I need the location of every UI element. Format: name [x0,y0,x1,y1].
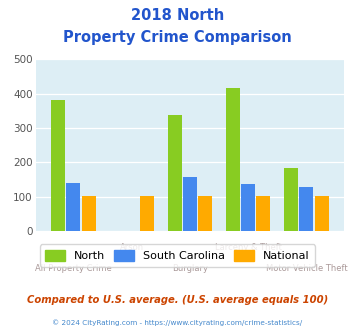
Text: 2018 North: 2018 North [131,8,224,23]
Bar [241,184,255,231]
Bar [82,196,95,231]
Bar [256,196,271,231]
Bar [140,196,154,231]
Legend: North, South Carolina, National: North, South Carolina, National [40,245,315,267]
Bar [183,177,197,231]
Text: Compared to U.S. average. (U.S. average equals 100): Compared to U.S. average. (U.S. average … [27,295,328,305]
Bar [315,196,329,231]
Bar [198,196,212,231]
Bar [300,187,313,231]
Text: All Property Crime: All Property Crime [35,264,112,273]
Bar [226,87,240,231]
Text: Burglary: Burglary [172,264,208,273]
Bar [51,100,65,231]
Bar [168,115,182,231]
Bar [66,183,80,231]
Text: Arson: Arson [120,243,144,252]
Bar [284,168,298,231]
Text: Larceny & Theft: Larceny & Theft [215,243,282,252]
Text: Property Crime Comparison: Property Crime Comparison [63,30,292,45]
Text: Motor Vehicle Theft: Motor Vehicle Theft [266,264,347,273]
Text: © 2024 CityRating.com - https://www.cityrating.com/crime-statistics/: © 2024 CityRating.com - https://www.city… [53,319,302,326]
